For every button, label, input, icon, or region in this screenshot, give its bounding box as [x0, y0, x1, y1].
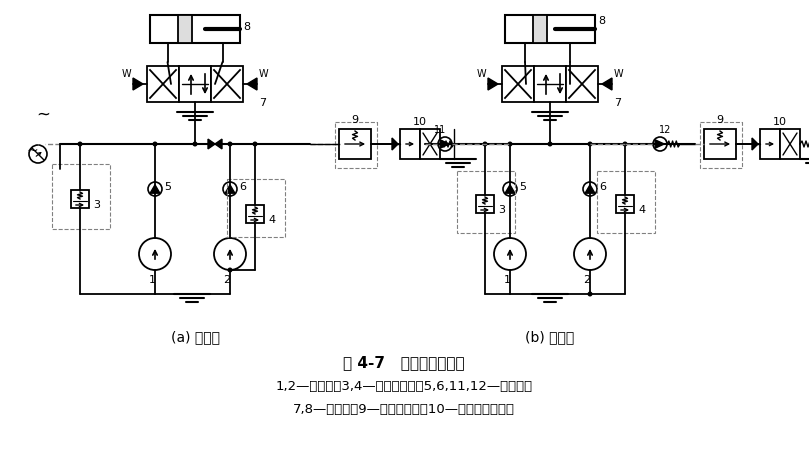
Text: W: W [259, 69, 269, 79]
Polygon shape [752, 139, 758, 151]
Bar [227, 180, 285, 238]
Polygon shape [655, 141, 664, 149]
Text: ~: ~ [26, 144, 38, 157]
Bar [150, 16, 240, 44]
Circle shape [153, 142, 158, 147]
Polygon shape [247, 79, 257, 91]
Bar [400, 130, 420, 160]
Circle shape [587, 292, 592, 297]
Polygon shape [488, 79, 498, 91]
Text: 5: 5 [519, 182, 526, 192]
Bar [704, 130, 736, 160]
Circle shape [193, 142, 197, 147]
Text: 11: 11 [434, 125, 446, 135]
Text: 图 4-7   溢流阀控制回路: 图 4-7 溢流阀控制回路 [343, 354, 465, 369]
Text: (b) 改进后: (b) 改进后 [525, 329, 574, 343]
Circle shape [507, 142, 512, 147]
Text: 6: 6 [599, 182, 606, 192]
Bar [566, 67, 598, 103]
Text: 8: 8 [598, 16, 605, 26]
Circle shape [139, 238, 171, 270]
Text: 2: 2 [223, 274, 231, 284]
Text: 5: 5 [164, 182, 171, 192]
Circle shape [78, 142, 83, 147]
Polygon shape [585, 185, 595, 194]
Text: 10: 10 [413, 117, 427, 127]
Text: 1: 1 [503, 274, 510, 284]
Bar [616, 196, 634, 213]
Polygon shape [133, 79, 143, 91]
Text: (a) 改进前: (a) 改进前 [171, 329, 219, 343]
Polygon shape [602, 79, 612, 91]
Circle shape [227, 268, 232, 273]
Text: 7,8—液压缸；9—远程调压阀；10—二位二通电磁阀: 7,8—液压缸；9—远程调压阀；10—二位二通电磁阀 [293, 402, 515, 415]
Bar [476, 196, 494, 213]
Circle shape [148, 182, 162, 197]
Bar [780, 130, 800, 160]
Polygon shape [208, 140, 215, 150]
Bar [147, 67, 179, 103]
Bar [597, 172, 655, 233]
Bar [178, 16, 192, 44]
Text: 8: 8 [243, 22, 250, 32]
Text: 3: 3 [498, 205, 505, 214]
Bar [700, 123, 742, 169]
Circle shape [587, 142, 592, 147]
Circle shape [548, 142, 553, 147]
Polygon shape [150, 185, 160, 194]
Text: 9: 9 [717, 115, 723, 125]
Bar [760, 130, 780, 160]
Text: W: W [121, 69, 131, 79]
Text: ~: ~ [36, 106, 50, 124]
Circle shape [29, 146, 47, 164]
Text: W: W [477, 69, 486, 79]
Text: 7: 7 [614, 98, 621, 108]
Bar [420, 130, 440, 160]
Circle shape [214, 238, 246, 270]
Text: 2: 2 [583, 274, 591, 284]
Polygon shape [505, 185, 515, 194]
Circle shape [438, 138, 452, 152]
Text: 7: 7 [259, 98, 266, 108]
Circle shape [653, 138, 667, 152]
Circle shape [494, 238, 526, 270]
Circle shape [482, 142, 488, 147]
Text: W: W [614, 69, 624, 79]
Circle shape [583, 182, 597, 197]
Text: 10: 10 [773, 117, 787, 127]
Text: 12: 12 [659, 125, 671, 135]
Text: 1: 1 [149, 274, 155, 284]
Circle shape [227, 142, 232, 147]
Bar [505, 16, 595, 44]
Text: 6: 6 [239, 182, 246, 192]
Bar [339, 130, 371, 160]
Polygon shape [225, 185, 235, 194]
Circle shape [223, 182, 237, 197]
Circle shape [503, 182, 517, 197]
Circle shape [252, 142, 257, 147]
Bar [52, 165, 110, 229]
Bar [457, 172, 515, 233]
Text: 9: 9 [351, 115, 358, 125]
Bar [246, 206, 264, 223]
Polygon shape [440, 141, 449, 149]
Circle shape [574, 238, 606, 270]
Bar [335, 123, 377, 169]
Bar [211, 67, 243, 103]
Text: 3: 3 [93, 200, 100, 210]
Polygon shape [392, 139, 398, 151]
Text: 4: 4 [638, 205, 645, 214]
Bar [502, 67, 534, 103]
Bar [533, 16, 547, 44]
Bar [179, 67, 211, 103]
Circle shape [622, 142, 628, 147]
Bar [534, 67, 566, 103]
Text: 4: 4 [268, 214, 275, 224]
Bar [71, 191, 89, 208]
Polygon shape [215, 140, 222, 150]
Text: 1,2—液压泵；3,4—先导溢流阀；5,6,11,12—单向阀；: 1,2—液压泵；3,4—先导溢流阀；5,6,11,12—单向阀； [275, 379, 532, 392]
